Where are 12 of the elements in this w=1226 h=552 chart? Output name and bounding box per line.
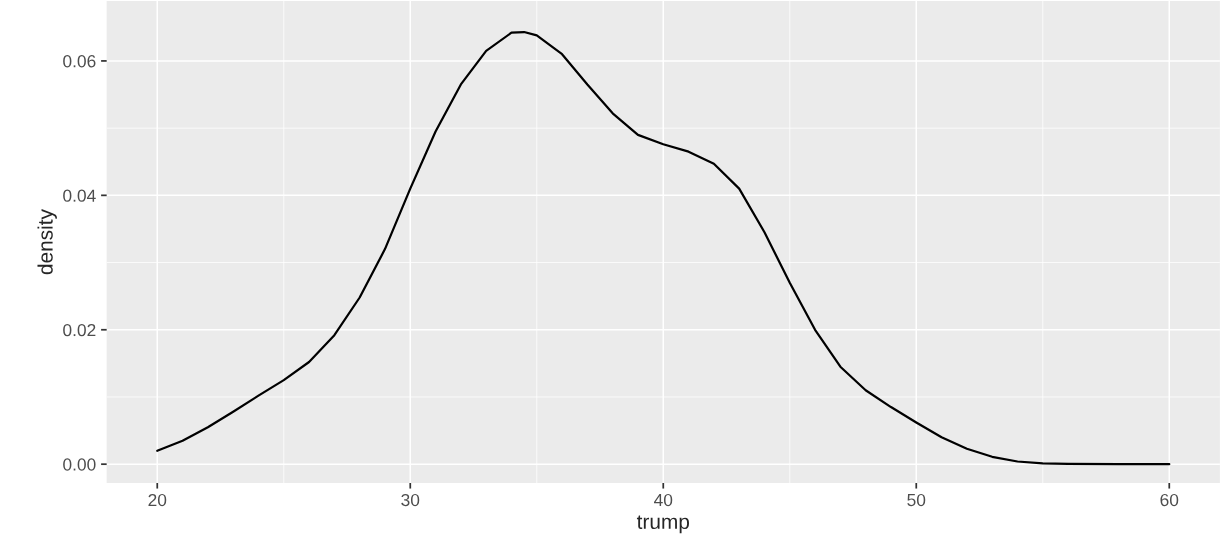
y-tick-label: 0.00 [63,458,96,471]
x-tick-label: 50 [907,493,926,507]
x-tick-label: 20 [148,493,167,507]
x-axis-title: trump [636,515,690,534]
line-series [156,30,1171,466]
x-tick-label: 60 [1160,493,1179,507]
y-tick-label: 0.04 [63,189,96,202]
y-tick-label: 0.06 [63,55,96,68]
x-tick-label: 40 [654,493,673,507]
y-axis-title: density [37,209,57,275]
x-tick-label: 30 [401,493,420,507]
y-tick-label: 0.02 [63,323,96,337]
